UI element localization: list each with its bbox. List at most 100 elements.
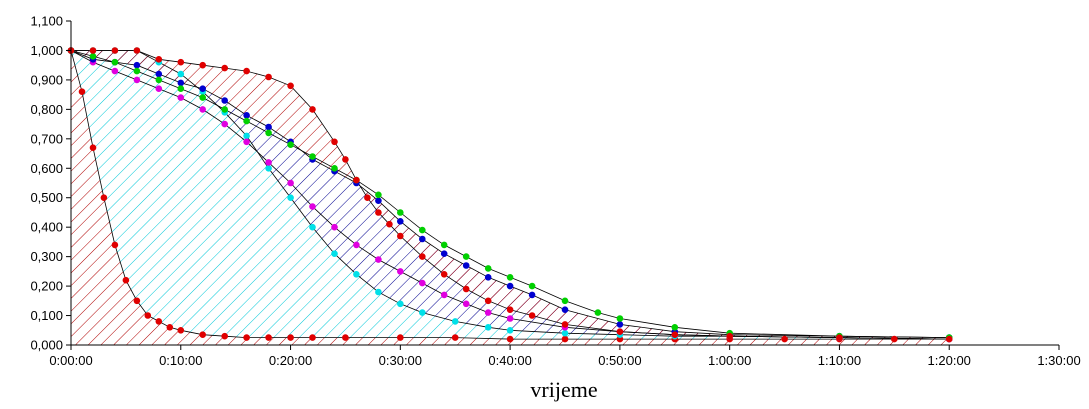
data-point-red_fast-11 [199, 331, 206, 339]
data-point-red_fast-25 [781, 335, 788, 343]
data-point-magenta-19 [484, 309, 492, 316]
data-point-red_fast-5 [122, 276, 130, 284]
data-point-red_fast-8 [155, 318, 163, 325]
x-tick-label: 0:50:00 [598, 353, 641, 368]
data-point-green-23 [594, 309, 602, 316]
data-point-red_slow-17 [386, 220, 393, 228]
data-point-magenta-3 [133, 76, 141, 84]
data-point-red_slow-15 [364, 194, 371, 201]
x-tick-label: 0:20:00 [269, 353, 312, 368]
hatched-band-2 [71, 50, 950, 340]
data-point-green-17 [440, 241, 448, 249]
data-point-red_slow-27 [671, 331, 679, 339]
data-point-red_slow-9 [265, 73, 272, 81]
data-point-blue-14 [375, 197, 382, 204]
data-point-magenta-14 [375, 256, 382, 263]
data-point-red_slow-5 [177, 58, 185, 66]
data-point-red_slow-29 [836, 334, 843, 341]
data-point-red_slow-12 [331, 138, 338, 146]
data-point-cyan-18 [484, 324, 492, 331]
data-point-green-2 [111, 58, 119, 66]
data-point-cyan-17 [451, 318, 459, 325]
data-point-red_fast-3 [100, 194, 108, 201]
data-point-magenta-11 [309, 203, 316, 210]
data-point-blue-5 [177, 79, 185, 87]
data-point-red_slow-8 [243, 67, 250, 75]
data-point-magenta-13 [353, 241, 360, 249]
data-point-cyan-20 [561, 329, 569, 337]
data-point-blue-22 [561, 306, 569, 314]
data-point-red_slow-21 [462, 285, 470, 293]
data-point-green-11 [309, 153, 316, 160]
data-point-magenta-10 [287, 179, 294, 187]
data-point-blue-9 [265, 123, 272, 131]
data-point-red_slow-24 [528, 312, 536, 319]
data-point-cyan-14 [375, 288, 382, 296]
data-point-green-21 [528, 282, 536, 290]
data-point-magenta-9 [265, 159, 272, 166]
y-tick-label: 1,100 [30, 14, 63, 29]
data-point-red_slow-18 [397, 232, 404, 240]
data-point-magenta-15 [397, 268, 404, 275]
data-point-red_fast-1 [78, 88, 86, 95]
data-point-blue-15 [397, 218, 404, 225]
data-point-green-9 [265, 129, 272, 137]
y-tick-label: 0,300 [30, 249, 63, 264]
data-point-red_fast-16 [309, 334, 316, 341]
data-point-magenta-5 [177, 94, 185, 101]
data-point-cyan-9 [265, 165, 272, 172]
data-point-red_fast-27 [891, 335, 898, 343]
data-point-red_slow-1 [89, 47, 97, 54]
data-point-cyan-10 [287, 194, 294, 201]
data-point-red_fast-19 [451, 334, 459, 341]
x-tick-label: 1:20:00 [928, 353, 971, 368]
data-point-red_slow-30 [945, 335, 953, 343]
data-point-red_slow-4 [155, 56, 163, 63]
data-point-blue-8 [243, 112, 250, 119]
data-point-green-18 [462, 253, 470, 260]
data-point-blue-18 [462, 262, 470, 269]
y-tick-labels: 0,000 0,100 0,200 0,300 0,400 0,500 0,600 0,700… [30, 14, 63, 353]
y-tick-label: 0,000 [30, 338, 63, 353]
data-point-red_fast-6 [133, 297, 141, 305]
data-point-blue-19 [484, 274, 492, 281]
data-point-green-10 [287, 141, 294, 148]
data-point-red_fast-20 [506, 335, 514, 343]
y-tick-label: 0,900 [30, 72, 63, 87]
data-point-red_fast-17 [342, 334, 349, 341]
y-tick-label: 0,700 [30, 131, 63, 146]
y-tick-label: 0,600 [30, 161, 63, 176]
series-line-blue [70, 50, 950, 338]
data-point-green-3 [133, 67, 141, 75]
data-point-green-15 [397, 209, 404, 216]
data-point-green-5 [177, 85, 185, 92]
data-point-blue-4 [155, 70, 163, 78]
data-point-magenta-6 [199, 106, 206, 113]
data-point-cyan-19 [506, 327, 514, 334]
data-point-red_slow-20 [440, 271, 448, 278]
x-tick-label: 0:40:00 [488, 353, 531, 368]
data-point-cyan-16 [419, 309, 426, 316]
data-point-red_slow-26 [616, 328, 624, 336]
data-point-red_fast-10 [177, 327, 185, 334]
data-point-green-7 [221, 106, 228, 113]
data-point-green-22 [561, 297, 569, 305]
data-point-blue-6 [199, 85, 206, 92]
data-point-red_slow-11 [309, 106, 316, 113]
hatched-bands [71, 50, 950, 345]
data-point-red_fast-13 [243, 334, 250, 341]
series-points [67, 47, 953, 343]
x-tick-label: 0:00:00 [49, 353, 92, 368]
data-point-magenta-8 [243, 138, 250, 146]
data-point-blue-20 [506, 282, 514, 290]
y-tick-label: 0,800 [30, 102, 63, 117]
data-point-magenta-12 [331, 223, 338, 231]
data-point-blue-3 [133, 61, 141, 69]
data-point-blue-23 [616, 321, 624, 328]
data-point-red_slow-13 [342, 156, 349, 163]
data-point-blue-17 [440, 250, 448, 257]
data-point-red_fast-14 [265, 334, 272, 341]
data-point-green-20 [506, 274, 514, 281]
data-point-cyan-12 [331, 250, 338, 257]
